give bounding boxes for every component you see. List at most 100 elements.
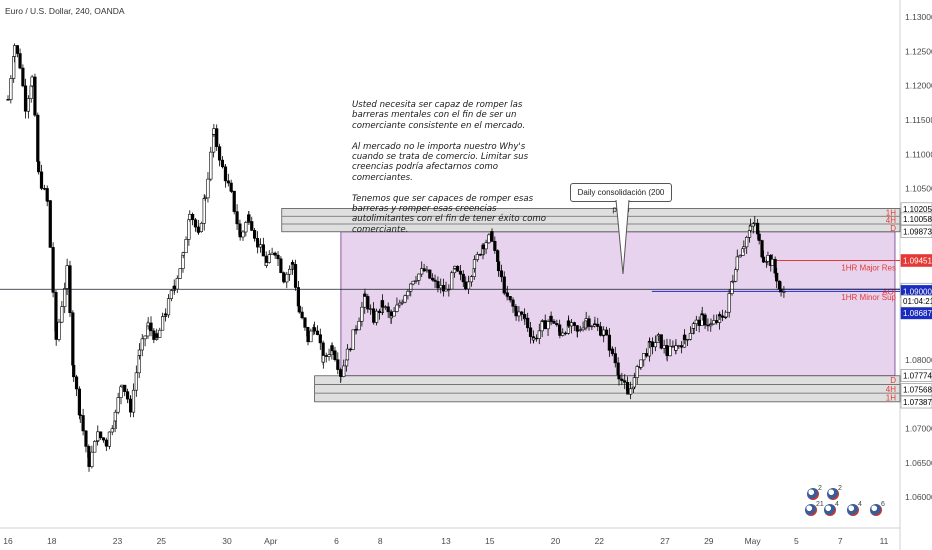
candle: [777, 280, 782, 290]
y-tick-label: 1.13000: [905, 12, 932, 22]
candle: [104, 444, 109, 447]
candle: [90, 451, 94, 467]
candle: [312, 327, 317, 332]
candle: [119, 386, 123, 398]
candle: [238, 223, 242, 235]
candle: [674, 345, 678, 351]
candle: [363, 293, 367, 297]
candle: [300, 311, 304, 319]
candle: [196, 231, 201, 233]
x-tick-label: 5: [794, 536, 799, 546]
candle: [318, 334, 322, 344]
x-tick-label: 23: [113, 536, 123, 546]
candle: [422, 268, 426, 272]
price-tag-label: 1.07568: [903, 386, 932, 395]
candle: [250, 221, 254, 231]
event-flag-icon[interactable]: [807, 488, 819, 500]
candle: [766, 255, 770, 262]
candle: [466, 281, 471, 290]
event-flag-icon[interactable]: [827, 488, 839, 500]
candle: [229, 190, 233, 192]
candle: [123, 384, 127, 392]
candle: [718, 314, 722, 317]
candle: [45, 200, 50, 202]
candle: [51, 247, 55, 293]
candle: [164, 313, 168, 316]
candle: [74, 376, 79, 390]
candle: [255, 238, 260, 242]
candle: [575, 330, 579, 332]
event-flag-icon[interactable]: [805, 504, 817, 516]
candle: [206, 178, 210, 199]
candle: [607, 334, 611, 351]
candle: [734, 269, 738, 282]
y-tick-label: 1.11000: [905, 149, 932, 159]
economic-events[interactable]: 2 2 21 4 4 6: [800, 484, 890, 524]
candle: [321, 355, 325, 363]
candle: [175, 278, 179, 290]
y-tick-label: 1.12500: [905, 46, 932, 56]
candle: [72, 364, 76, 378]
y-tick-label: 1.07000: [905, 424, 932, 434]
candle: [9, 78, 13, 100]
event-flag-icon[interactable]: [824, 504, 836, 516]
candle: [374, 310, 379, 323]
candle: [116, 397, 120, 413]
x-tick-label: 7: [838, 536, 843, 546]
candle: [226, 180, 230, 184]
candle: [333, 350, 337, 360]
candle: [36, 114, 40, 162]
candle: [191, 214, 195, 221]
candle: [238, 233, 242, 238]
candle: [517, 311, 521, 317]
candle: [496, 261, 501, 272]
candle: [354, 329, 358, 331]
candle: [441, 285, 446, 292]
candle: [264, 262, 269, 266]
candle: [587, 318, 591, 327]
candle: [742, 246, 746, 249]
price-tag: [900, 395, 932, 409]
event-flag-icon[interactable]: [870, 504, 882, 516]
candle: [193, 219, 198, 228]
candle: [546, 321, 550, 330]
candle: [433, 279, 437, 282]
candle: [683, 334, 687, 341]
candle: [256, 240, 260, 248]
candle: [215, 128, 219, 147]
candle: [282, 280, 286, 283]
candle: [537, 330, 541, 339]
y-tick-label: 1.06000: [905, 492, 932, 502]
candle: [735, 256, 739, 270]
candle: [212, 134, 216, 153]
candle: [279, 258, 283, 273]
candle: [12, 45, 17, 57]
symbol-title: Euro / U.S. Dollar, 240, OANDA: [5, 6, 125, 16]
candle: [315, 330, 320, 335]
candle: [731, 280, 735, 283]
candle: [212, 128, 216, 135]
candle: [223, 166, 228, 182]
y-tick-label: 1.10500: [905, 184, 932, 194]
candle: [383, 306, 387, 308]
candle: [235, 211, 239, 225]
candle: [77, 388, 81, 416]
x-tick-label: 11: [880, 536, 889, 546]
candle: [487, 234, 491, 244]
candle: [23, 85, 28, 112]
candle: [706, 324, 710, 327]
candle: [63, 288, 67, 307]
candle: [369, 308, 373, 310]
candle: [540, 321, 544, 332]
consolidation-box: [340, 231, 896, 377]
annotation-paragraph: Usted necesita ser capaz de romper las b…: [352, 100, 526, 131]
candle: [203, 197, 207, 199]
candle: [425, 269, 429, 272]
candle: [558, 331, 562, 336]
candle: [511, 299, 515, 307]
price-tag-label: 1.07774: [903, 371, 932, 380]
candle: [134, 372, 138, 391]
candle: [166, 298, 171, 316]
event-flag-icon[interactable]: [847, 504, 859, 516]
